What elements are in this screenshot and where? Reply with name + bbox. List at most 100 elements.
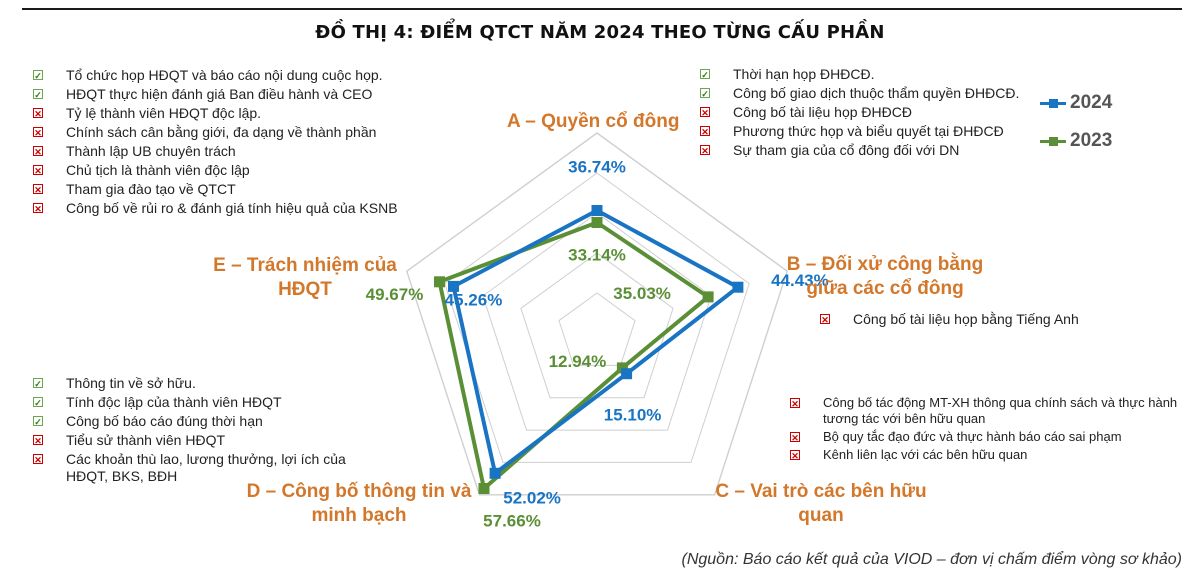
value-label-2023-E: 49.67% [366,285,424,304]
checklist-item: ✕ Kênh liên lạc với các bên hữu quan [790,447,1180,463]
value-label-2024-C: 15.10% [604,406,662,425]
checklist-item: ✕ Sự tham gia của cổ đông đối với DN [700,142,1040,159]
check-icon: ✓ [33,89,43,100]
value-label-2024-E: 45.26% [445,290,503,309]
checklist-item: ✕ Phương thức họp và biểu quyết tại ĐHĐCĐ [700,123,1040,140]
checklist-item-text: Công bố về rủi ro & đánh giá tính hiệu q… [66,200,398,216]
marker-2023-E [434,276,445,288]
check-icon: ✓ [33,378,43,389]
cross-icon: ✕ [700,145,710,156]
cross-icon: ✕ [33,108,43,119]
radar-series [434,205,744,494]
checklist-item: ✕ Chủ tịch là thành viên độc lập [33,162,398,179]
cross-icon: ✕ [33,165,43,176]
legend-item-2023: 2023 [1040,128,1112,154]
checklist-item-text: Tham gia đào tạo về QTCT [66,181,236,197]
axis-name-b: B – Đối xử công bằng giữa các cổ đông [785,253,985,301]
axis-name-d-line1: D – Công bố thông tin và [246,481,472,502]
checklist-item: ✕ Công bố tài liệu họp ĐHĐCĐ [700,104,1040,121]
checklist-item-text: Các khoản thù lao, lương thưởng, lợi ích… [66,451,346,484]
checklist-item: ✓ Tổ chức họp HĐQT và báo cáo nội dung cu… [33,67,398,84]
checklist-item-text: Tiểu sử thành viên HĐQT [66,432,226,448]
source-note: (Nguồn: Báo cáo kết quả của VIOD – đơn v… [681,551,1183,568]
cross-icon: ✕ [33,435,43,446]
grid-ring [444,172,750,463]
cross-icon: ✕ [33,146,43,157]
axis-name-d-line2: minh bạch [311,505,407,526]
marker-2023-D [478,483,490,494]
grid-ring [558,292,636,366]
checklist-item-text: Sự tham gia của cổ đông đối với DN [733,142,960,158]
check-icon: ✓ [33,397,43,408]
checklist-item-text: Chủ tịch là thành viên độc lập [66,162,250,178]
checklist-item-text: Công bố tác động MT-XH thông qua chính s… [823,395,1178,426]
check-icon: ✓ [700,88,710,99]
checklist-item-text: Công bố tài liệu họp bằng Tiếng Anh [853,311,1079,327]
chart-title: ĐỒ THỊ 4: ĐIỂM QTCT NĂM 2024 THEO TỪNG C… [315,22,885,43]
checklist-item: ✕ Công bố tài liệu họp bằng Tiếng Anh [820,311,1160,328]
cross-icon: ✕ [700,126,710,137]
checklist-item-text: Phương thức họp và biểu quyết tại ĐHĐCĐ [733,123,1004,139]
checklist-item: ✓ Tính độc lập của thành viên HĐQT [33,394,363,411]
checklist-e: ✓ Tổ chức họp HĐQT và báo cáo nội dung cu… [33,67,398,219]
marker-2023-B [702,291,714,303]
value-label-2023-B: 35.03% [613,284,671,303]
marker-2024-B [732,281,744,293]
axis-name-e-line2: HĐQT [278,279,332,300]
checklist-c: ✕ Công bố tác động MT-XH thông qua chính … [790,395,1180,465]
checklist-item-text: Thành lập UB chuyên trách [66,143,236,159]
cross-icon: ✕ [790,432,800,443]
check-icon: ✓ [700,69,710,80]
checklist-item-text: Bộ quy tắc đạo đức và thực hành báo cáo … [823,429,1122,444]
axis-name-e: E – Trách nhiệm của HĐQT [200,254,410,302]
marker-2024-E [448,280,459,292]
radar-grid [405,132,789,496]
checklist-item: ✓ Thông tin về sở hữu. [33,375,363,392]
axis-name-a: A – Quyền cổ đông [507,111,680,132]
checklist-item-text: Tính độc lập của thành viên HĐQT [66,394,282,410]
legend-swatch-2023 [1040,133,1066,149]
checklist-item-text: Chính sách cân bằng giới, đa dạng về thà… [66,124,377,140]
axis-name-d: D – Công bố thông tin và minh bạch [244,480,474,528]
checklist-item: ✕ Các khoản thù lao, lương thưởng, lợi íc… [33,451,363,485]
legend-label-2023: 2023 [1070,130,1113,151]
value-label-2023-A: 33.14% [568,246,626,265]
check-icon: ✓ [33,416,43,427]
checklist-item: ✕ Tham gia đào tạo về QTCT [33,181,398,198]
checklist-item-text: Kênh liên lạc với các bên hữu quan [823,447,1028,462]
checklist-item-text: Công bố tài liệu họp ĐHĐCĐ [733,104,912,120]
checklist-d: ✓ Thông tin về sở hữu. ✓ Tính độc lập của t… [33,375,363,487]
grid-ring [482,212,712,431]
marker-2024-A [591,205,603,216]
axis-name-b-line1: B – Đối xử công bằng [786,254,984,275]
legend-swatch-2024 [1040,95,1066,111]
legend-item-2024: 2024 [1040,90,1112,116]
axis-name-b-line2: giữa các cổ đông [806,278,964,299]
checklist-a: ✓ Thời hạn họp ĐHĐCĐ. ✓ Công bố giao dịch t… [700,66,1040,161]
top-rule [22,8,1182,10]
checklist-item: ✓ HĐQT thực hiện đánh giá Ban điều hành v… [33,86,398,103]
value-label-2024-D: 52.02% [503,488,561,507]
value-label-2023-C: 12.94% [549,352,607,371]
checklist-item: ✕ Tỷ lệ thành viên HĐQT độc lập. [33,105,398,122]
axis-name-e-line1: E – Trách nhiệm của [213,255,397,276]
axis-name-c-line1: C – Vai trò các bên hữu [715,481,927,502]
axis-name-c: C – Vai trò các bên hữu quan [712,480,930,528]
checklist-item-text: HĐQT thực hiện đánh giá Ban điều hành và… [66,86,373,102]
checklist-item: ✕ Thành lập UB chuyên trách [33,143,398,160]
check-icon: ✓ [33,70,43,81]
radar-value-labels: 36.74% 44.43% 15.10% 52.02% 45.26% 33.14% 35.0… [366,158,829,531]
value-label-2024-A: 36.74% [568,158,626,177]
grid-ring [520,252,674,399]
legend: 2024 2023 [1040,90,1112,166]
cross-icon: ✕ [33,184,43,195]
checklist-item: ✕ Chính sách cân bằng giới, đa dạng về th… [33,124,398,141]
marker-2024-C [621,368,633,380]
checklist-item-text: Tỷ lệ thành viên HĐQT độc lập. [66,105,262,121]
checklist-item: ✓ Công bố giao dịch thuộc thẩm quyền ĐHĐC… [700,85,1040,102]
marker-2024-D [489,467,501,479]
checklist-b: ✕ Công bố tài liệu họp bằng Tiếng Anh [820,311,1160,330]
checklist-item: ✕ Công bố về rủi ro & đánh giá tính hiệu … [33,200,398,217]
grid-ring [405,132,789,496]
